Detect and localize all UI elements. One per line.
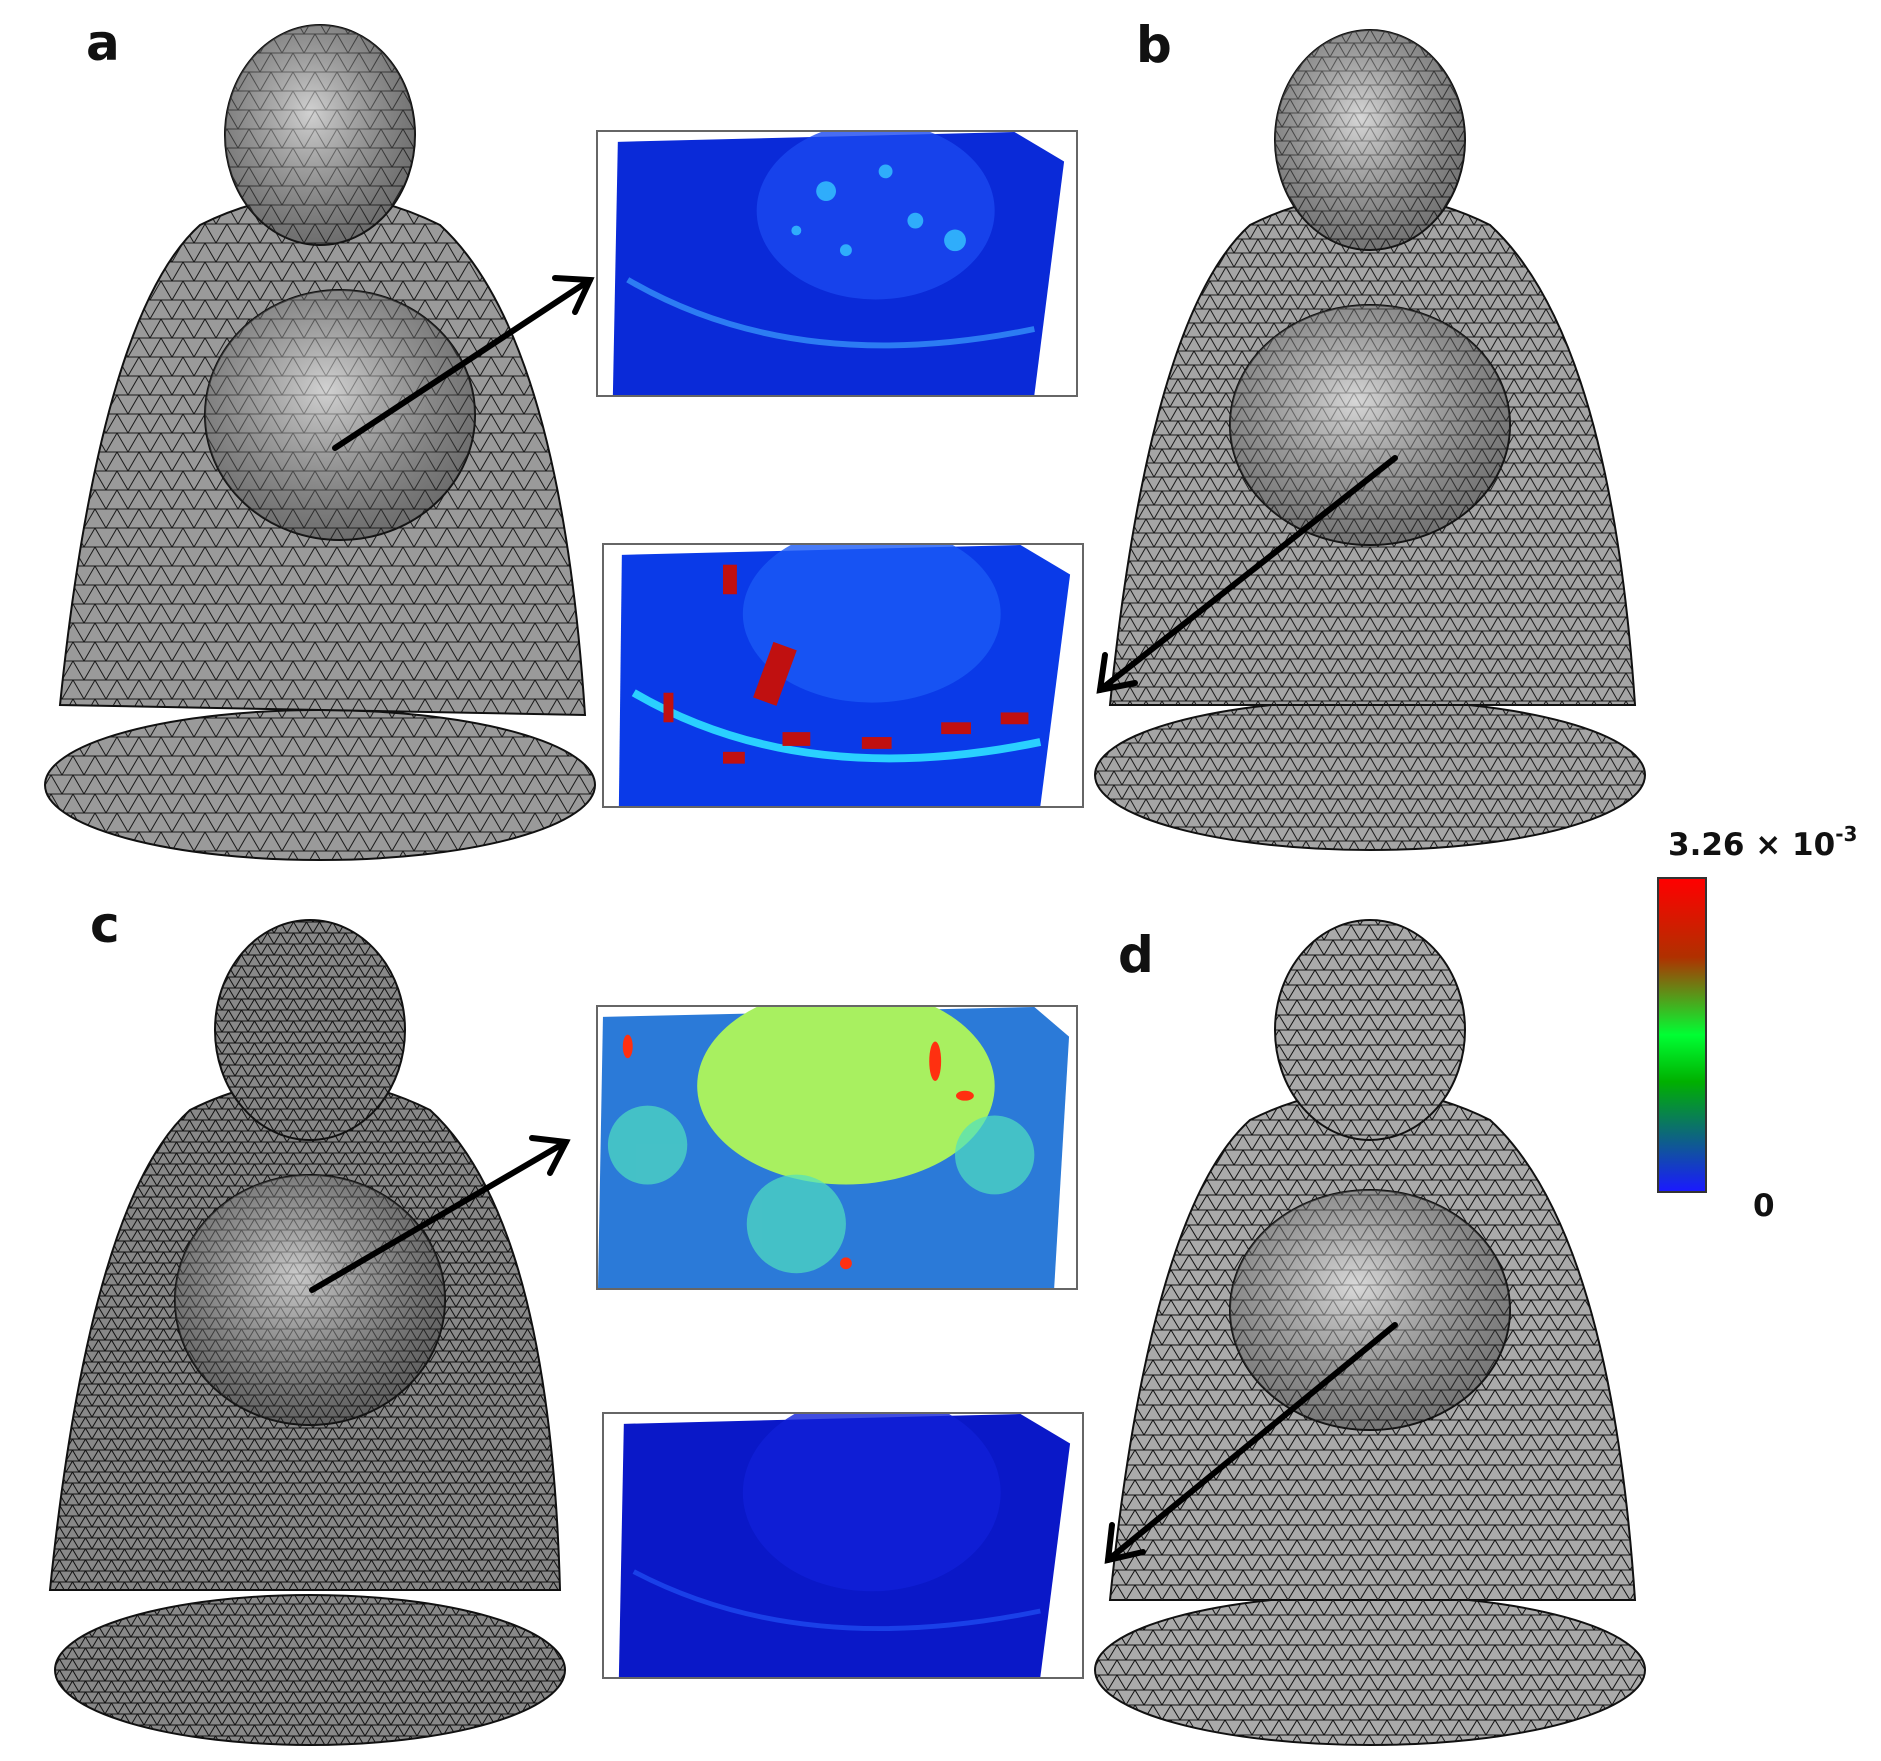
colorbar-max-label: 3.26 × 10-3 bbox=[1668, 822, 1858, 863]
buddha-mesh-icon bbox=[1094, 29, 1646, 851]
inset-a bbox=[596, 130, 1078, 397]
colorbar-min-label: 0 bbox=[1753, 1188, 1775, 1224]
inset-d bbox=[602, 1412, 1084, 1679]
panel-label-b: b bbox=[1136, 16, 1172, 74]
panel-label-a: a bbox=[86, 14, 120, 72]
colorbar bbox=[1657, 877, 1707, 1193]
buddha-mesh-icon bbox=[48, 919, 566, 1746]
inset-c bbox=[596, 1005, 1078, 1290]
panel-label-d: d bbox=[1118, 926, 1154, 984]
panel-label-c: c bbox=[90, 896, 120, 954]
buddha-mesh-icon bbox=[1094, 919, 1646, 1746]
buddha-mesh-icon bbox=[44, 24, 596, 861]
inset-b bbox=[602, 543, 1084, 808]
